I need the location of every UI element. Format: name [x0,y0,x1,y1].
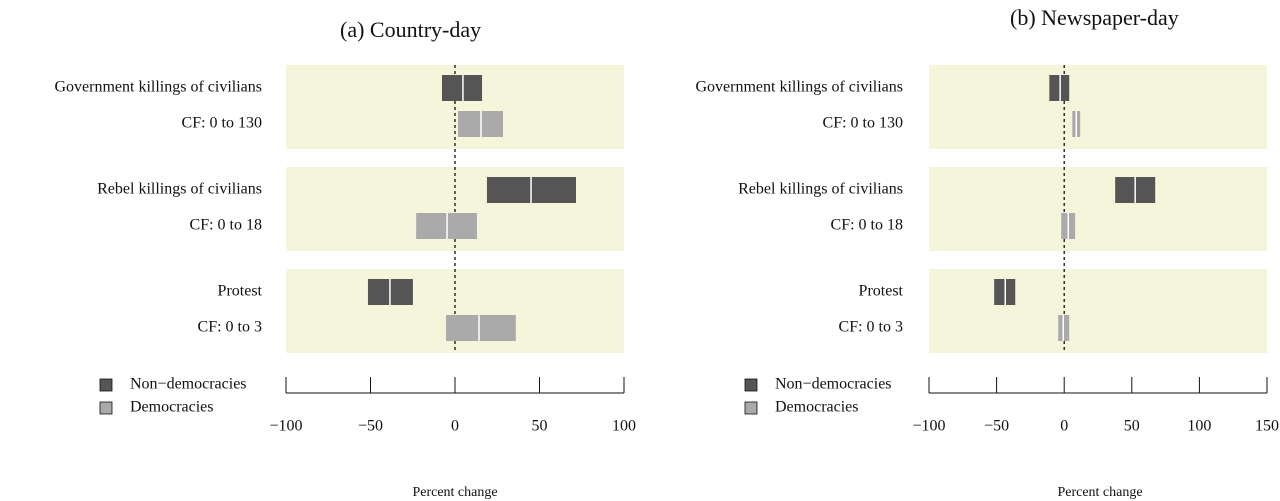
group-label: Government killings of civilians [54,79,262,96]
cf-label: CF: 0 to 130 [182,115,262,132]
legend-label: Democracies [130,399,214,416]
cf-label: CF: 0 to 18 [190,217,262,234]
x-tick-label: −100 [269,418,302,435]
x-tick-label: 0 [1060,418,1068,435]
cf-label: CF: 0 to 3 [839,319,903,336]
legend-swatch [99,378,113,392]
group-band [929,167,1267,251]
x-tick-label: 0 [451,418,459,435]
group-label: Rebel killings of civilians [97,181,262,198]
group-label: Rebel killings of civilians [738,181,903,198]
x-tick-label: 150 [1255,418,1279,435]
x-axis-label: Percent change [412,485,497,500]
group-label: Protest [218,283,263,300]
group-band [929,65,1267,149]
interval-bar [446,315,516,341]
x-tick-label: 100 [1187,418,1211,435]
group-label: Government killings of civilians [695,79,903,96]
x-tick-label: 50 [1124,418,1140,435]
cf-label: CF: 0 to 18 [831,217,903,234]
legend-label: Democracies [775,399,859,416]
legend-swatch [99,401,113,415]
panel-title: (a) Country-day [340,17,481,42]
legend-label: Non−democracies [130,376,247,393]
legend-swatch [744,378,758,392]
x-axis-label: Percent change [1057,485,1142,500]
cf-label: CF: 0 to 130 [823,115,903,132]
x-tick-label: 100 [612,418,636,435]
group-band [929,269,1267,353]
x-tick-label: −50 [984,418,1009,435]
panel-title: (b) Newspaper-day [1010,5,1179,30]
legend-label: Non−democracies [775,376,892,393]
cf-label: CF: 0 to 3 [198,319,262,336]
legend-swatch [744,401,758,415]
x-tick-label: −100 [912,418,945,435]
x-tick-label: −50 [358,418,383,435]
x-tick-label: 50 [532,418,548,435]
interval-bar [441,75,483,101]
interval-bar [1049,75,1070,101]
group-label: Protest [859,283,904,300]
